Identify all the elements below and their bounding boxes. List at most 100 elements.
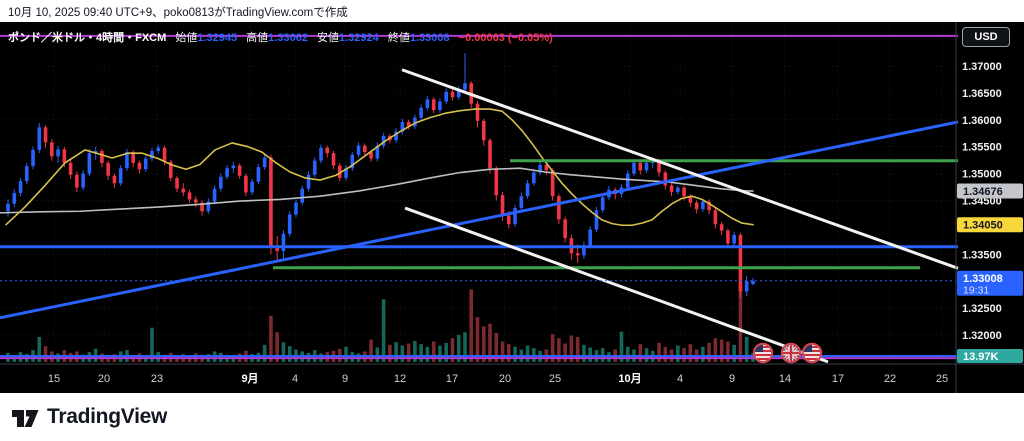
volume-bar — [625, 346, 630, 362]
price-axis-label: 1.37000 — [962, 61, 1002, 73]
candles-layer[interactable] — [6, 53, 755, 298]
descending-channel-lower[interactable] — [404, 206, 829, 364]
candle-body — [62, 149, 67, 163]
volume-bar — [463, 332, 467, 362]
volume-bar — [431, 341, 436, 362]
candle-body — [701, 201, 705, 210]
candle-body — [344, 168, 348, 178]
footer-bar: TradingView — [0, 393, 1024, 441]
volume-bar — [325, 352, 330, 362]
candle-body — [219, 176, 223, 189]
volume-bar — [156, 352, 161, 362]
volume-bar — [713, 338, 718, 362]
candle-body — [150, 151, 154, 159]
svg-text:1.34676: 1.34676 — [963, 186, 1003, 198]
volume-bar — [438, 345, 442, 362]
volume-bar — [287, 346, 292, 362]
ma-slow-value-badge: 1.34676 — [957, 183, 1023, 199]
event-flag-us-icon[interactable] — [801, 342, 823, 364]
descending-channel-upper[interactable] — [401, 68, 959, 270]
volume-bar — [18, 352, 23, 362]
candle-body — [93, 151, 98, 154]
chart-canvas[interactable]: 1.370001.365001.360001.355001.350001.345… — [0, 22, 1024, 393]
candle-body — [281, 233, 286, 252]
candle-body — [419, 107, 423, 118]
volume-bar — [507, 344, 511, 362]
volume-bar — [676, 345, 680, 362]
candle-body — [438, 101, 442, 111]
candle-body — [50, 142, 54, 157]
candle-body — [118, 168, 123, 184]
event-markers-layer[interactable] — [752, 342, 823, 364]
candle-body — [488, 140, 492, 169]
candle-body — [100, 151, 104, 163]
price-axis-label: 1.33500 — [962, 249, 1002, 261]
candle-body — [256, 167, 261, 182]
candle-body — [538, 164, 542, 173]
volume-bar — [550, 334, 555, 362]
candle-body — [331, 153, 336, 166]
time-axis-label: 9 — [342, 373, 348, 385]
close-label: 終値 — [387, 32, 410, 44]
volume-bar — [619, 331, 624, 362]
time-axis-label: 12 — [394, 373, 406, 385]
price-axis[interactable]: 1.370001.365001.360001.355001.350001.345… — [955, 22, 1023, 393]
symbol-title[interactable]: ポンド／米ドル・4時間・FXCM — [8, 32, 167, 44]
candle-body — [75, 174, 79, 188]
candle-body — [43, 127, 48, 143]
volume-bar — [719, 339, 724, 362]
candle-body — [575, 253, 580, 256]
candle-body — [494, 168, 499, 196]
candle-body — [557, 196, 561, 220]
candle-body — [6, 203, 10, 212]
volume-layer — [6, 286, 755, 362]
symbol-legend[interactable]: ポンド／米ドル・4時間・FXCM 始値1.32945 高値1.33062 安値1… — [8, 29, 553, 45]
candle-body — [425, 99, 430, 108]
candle-body — [12, 192, 17, 204]
volume-bar — [575, 336, 580, 362]
volume-bar — [688, 344, 693, 362]
candle-body — [738, 234, 743, 292]
low-value: 1.32924 — [339, 32, 379, 44]
volume-bar — [525, 345, 530, 362]
event-flag-us-icon[interactable] — [752, 342, 774, 364]
candle-body — [719, 224, 724, 231]
candle-body — [300, 188, 305, 203]
candle-body — [294, 202, 298, 215]
volume-bar — [388, 344, 392, 362]
volume-bar — [494, 332, 499, 362]
ascending-trendline[interactable] — [0, 120, 959, 320]
volume-bar — [269, 315, 273, 362]
candle-body — [369, 152, 373, 159]
tradingview-logo-text[interactable]: TradingView — [47, 405, 168, 428]
candle-body — [181, 188, 186, 193]
candle-body — [500, 195, 505, 216]
candle-body — [519, 196, 524, 209]
candle-body — [444, 91, 448, 102]
candle-body — [381, 135, 386, 146]
event-flag-gb-icon[interactable] — [780, 342, 802, 364]
tradingview-logo-icon[interactable] — [10, 402, 40, 432]
volume-bar — [262, 344, 267, 362]
drawings-layer[interactable] — [0, 34, 959, 364]
quote-currency-badge[interactable]: USD — [962, 27, 1010, 47]
candle-body — [81, 173, 85, 188]
time-axis-label: 23 — [151, 373, 163, 385]
volume-bar — [350, 352, 355, 362]
candle-body — [337, 165, 342, 178]
svg-text:19:31: 19:31 — [963, 284, 989, 296]
volume-bar — [500, 341, 505, 362]
candle-body — [550, 170, 555, 197]
time-axis[interactable]: 15 20 23 9月 4 9 12 17 20 25 10月 4 9 14 17 22 25 — [0, 363, 1024, 385]
candle-body — [125, 152, 129, 169]
volume-bar — [582, 344, 586, 362]
price-axis-label: 1.32000 — [962, 330, 1002, 342]
open-value: 1.32945 — [197, 32, 238, 44]
volume-bar — [726, 341, 730, 362]
volume-bar — [563, 343, 567, 362]
candle-body — [707, 201, 711, 211]
chart-area[interactable]: 1.37000 1.36500 1.36000 1.35500 1.35000 1.345… — [0, 22, 1024, 393]
candle-body — [513, 208, 517, 225]
volume-bar — [663, 346, 668, 362]
